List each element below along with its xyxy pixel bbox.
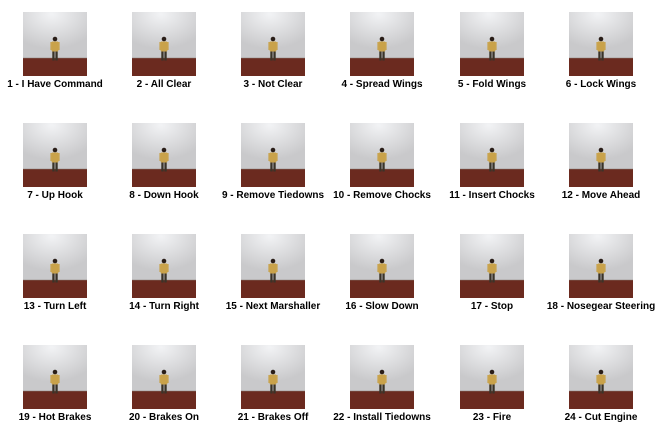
- gesture-caption: 18 - Nosegear Steering: [546, 301, 656, 312]
- gesture-photo: [241, 345, 305, 409]
- gesture-photo: [132, 12, 196, 76]
- gesture-photo: [23, 345, 87, 409]
- marshaller-figure: [350, 123, 414, 187]
- gesture-caption: 22 - Install Tiedowns: [333, 412, 431, 423]
- gesture-caption: 2 - All Clear: [136, 79, 192, 90]
- gesture-photo: [23, 123, 87, 187]
- marshaller-figure: [460, 12, 524, 76]
- gesture-caption: 15 - Next Marshaller: [225, 301, 321, 312]
- gesture-caption: 21 - Brakes Off: [237, 412, 309, 423]
- gesture-cell: 16 - Slow Down: [327, 234, 437, 324]
- marshaller-figure: [569, 12, 633, 76]
- gesture-photo: [241, 234, 305, 298]
- marshaller-figure: [460, 123, 524, 187]
- gesture-caption: 8 - Down Hook: [129, 190, 199, 201]
- marshaller-figure: [23, 12, 87, 76]
- gesture-photo: [460, 12, 524, 76]
- marshaller-figure: [460, 234, 524, 298]
- gesture-photo: [241, 12, 305, 76]
- marshaller-figure: [241, 345, 305, 409]
- gesture-cell: 8 - Down Hook: [109, 123, 219, 213]
- gesture-caption: 17 - Stop: [470, 301, 514, 312]
- gesture-photo: [350, 123, 414, 187]
- gesture-cell: 23 - Fire: [437, 345, 547, 435]
- gesture-photo: [460, 234, 524, 298]
- marshaller-figure: [132, 234, 196, 298]
- gesture-cell: 21 - Brakes Off: [218, 345, 328, 435]
- gesture-cell: 17 - Stop: [437, 234, 547, 324]
- gesture-cell: 24 - Cut Engine: [546, 345, 656, 435]
- gesture-caption: 23 - Fire: [472, 412, 512, 423]
- gesture-photo: [241, 123, 305, 187]
- gesture-cell: 4 - Spread Wings: [327, 12, 437, 102]
- gesture-caption: 24 - Cut Engine: [564, 412, 638, 423]
- gesture-caption: 14 - Turn Right: [129, 301, 199, 312]
- gesture-cell: 18 - Nosegear Steering: [546, 234, 656, 324]
- gesture-photo: [350, 12, 414, 76]
- marshaller-figure: [241, 123, 305, 187]
- gesture-cell: 19 - Hot Brakes: [0, 345, 110, 435]
- gesture-cell: 20 - Brakes On: [109, 345, 219, 435]
- gesture-photo: [569, 345, 633, 409]
- gesture-cell: 15 - Next Marshaller: [218, 234, 328, 324]
- gesture-caption: 13 - Turn Left: [23, 301, 87, 312]
- gesture-caption: 19 - Hot Brakes: [18, 412, 92, 423]
- gesture-caption: 6 - Lock Wings: [565, 79, 637, 90]
- gesture-caption: 11 - Insert Chocks: [449, 190, 535, 201]
- gesture-caption: 3 - Not Clear: [243, 79, 303, 90]
- gesture-cell: 10 - Remove Chocks: [327, 123, 437, 213]
- gesture-cell: 12 - Move Ahead: [546, 123, 656, 213]
- gesture-cell: 11 - Insert Chocks: [437, 123, 547, 213]
- gesture-cell: 3 - Not Clear: [218, 12, 328, 102]
- marshaller-figure: [132, 123, 196, 187]
- gesture-cell: 1 - I Have Command: [0, 12, 110, 102]
- gesture-cell: 14 - Turn Right: [109, 234, 219, 324]
- gesture-caption: 7 - Up Hook: [27, 190, 83, 201]
- marshaller-figure: [569, 234, 633, 298]
- marshaller-figure: [460, 345, 524, 409]
- marshaller-figure: [132, 12, 196, 76]
- gesture-caption: 20 - Brakes On: [128, 412, 200, 423]
- gesture-photo: [569, 234, 633, 298]
- marshaller-figure: [569, 345, 633, 409]
- gesture-caption: 16 - Slow Down: [345, 301, 419, 312]
- gesture-photo: [569, 12, 633, 76]
- gesture-photo: [132, 345, 196, 409]
- gesture-caption: 4 - Spread Wings: [341, 79, 423, 90]
- gesture-photo: [569, 123, 633, 187]
- gesture-cell: 7 - Up Hook: [0, 123, 110, 213]
- marshaller-figure: [350, 234, 414, 298]
- gesture-photo: [460, 123, 524, 187]
- marshaller-figure: [350, 345, 414, 409]
- gesture-cell: 2 - All Clear: [109, 12, 219, 102]
- marshaller-figure: [350, 12, 414, 76]
- gesture-cell: 9 - Remove Tiedowns: [218, 123, 328, 213]
- marshaller-figure: [132, 345, 196, 409]
- gesture-cell: 22 - Install Tiedowns: [327, 345, 437, 435]
- gesture-photo: [350, 345, 414, 409]
- gesture-photo: [460, 345, 524, 409]
- gesture-caption: 1 - I Have Command: [7, 79, 103, 90]
- gesture-photo: [23, 234, 87, 298]
- gesture-caption: 5 - Fold Wings: [457, 79, 527, 90]
- gesture-photo: [23, 12, 87, 76]
- gesture-caption: 12 - Move Ahead: [561, 190, 641, 201]
- gesture-photo: [132, 123, 196, 187]
- gesture-cell: 13 - Turn Left: [0, 234, 110, 324]
- marshaller-figure: [569, 123, 633, 187]
- marshaller-figure: [23, 345, 87, 409]
- gesture-cell: 5 - Fold Wings: [437, 12, 547, 102]
- gesture-caption: 9 - Remove Tiedowns: [221, 190, 325, 201]
- gesture-photo: [350, 234, 414, 298]
- gesture-caption: 10 - Remove Chocks: [333, 190, 431, 201]
- marshaller-figure: [241, 12, 305, 76]
- gesture-cell: 6 - Lock Wings: [546, 12, 656, 102]
- marshaller-figure: [241, 234, 305, 298]
- marshaller-figure: [23, 123, 87, 187]
- marshaller-figure: [23, 234, 87, 298]
- gesture-photo: [132, 234, 196, 298]
